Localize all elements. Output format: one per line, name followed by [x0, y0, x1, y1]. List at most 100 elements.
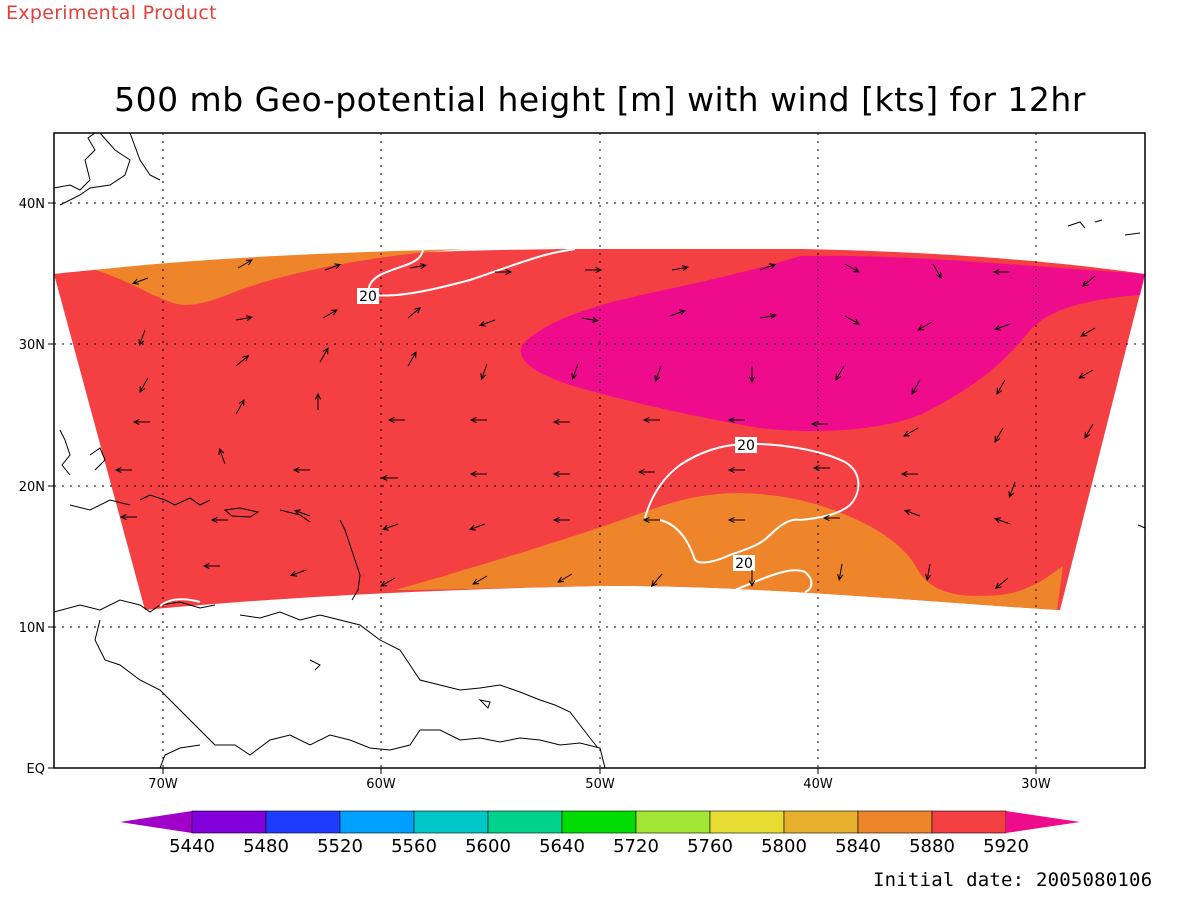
wind-arrow: [289, 569, 307, 577]
colorbar-level-label: 5840: [835, 836, 881, 857]
wind-arrow: [468, 523, 486, 531]
contour-south: [659, 518, 801, 564]
wind-arrow: [380, 474, 398, 482]
wind-arrow: [210, 516, 228, 524]
colorbar-swatch: [931, 810, 1007, 834]
wind-arrow: [387, 416, 405, 424]
wind-arrow: [650, 573, 663, 588]
lon-axis-labels: 70W 60W 50W 40W 30W: [148, 777, 1051, 792]
wind-arrow: [292, 466, 310, 474]
lat-tick-label: 40N: [19, 197, 45, 212]
wind-arrow: [844, 315, 860, 325]
wind-arrow: [812, 464, 830, 472]
wind-arrow: [810, 420, 828, 428]
lon-tick-label: 40W: [803, 777, 833, 792]
lat-tick-label: EQ: [27, 762, 45, 777]
colorbar-level-label: 5560: [391, 836, 437, 857]
grid-lines: [54, 133, 1145, 768]
wind-arrow: [993, 323, 1011, 331]
colorbar-level-label: 5640: [539, 836, 585, 857]
axis-ticks: [48, 202, 1037, 774]
wind-arrow: [822, 514, 840, 522]
colorbar-level-label: 5720: [613, 836, 659, 857]
wind-arrow: [669, 309, 687, 317]
contour-label: 20: [737, 438, 755, 454]
region-5960-high: [520, 255, 1145, 432]
wind-arrow: [1081, 275, 1096, 288]
wind-arrow: [642, 416, 660, 424]
wind-arrow: [911, 379, 921, 395]
wind-arrow: [993, 517, 1011, 525]
colorbar-swatch: [561, 810, 637, 834]
wind-arrow: [727, 416, 745, 424]
wind-arrow: [218, 447, 226, 465]
lat-tick-label: 20N: [19, 480, 45, 495]
colorbar: 5440 5480 5520 5560 5600 5640 5720 5760 5800 5840…: [120, 810, 1080, 857]
wind-arrow: [642, 516, 660, 524]
colorbar-swatch: [635, 810, 711, 834]
colorbar-level-label: 5600: [465, 836, 511, 857]
wind-arrow: [478, 319, 496, 327]
wind-arrow: [472, 575, 488, 585]
coastlines: [54, 133, 1145, 768]
wind-arrow: [748, 366, 756, 384]
colorbar-level-label: 5760: [687, 836, 733, 857]
colorbar-swatch: [709, 810, 785, 834]
wind-arrow: [235, 315, 253, 322]
lon-tick-label: 50W: [585, 777, 615, 792]
wind-arrow: [1084, 423, 1094, 439]
colorbar-swatch: [339, 810, 415, 834]
wind-arrow: [557, 573, 573, 583]
colorbar-level-label: 5440: [169, 836, 215, 857]
lon-tick-label: 30W: [1021, 777, 1051, 792]
wind-arrow: [759, 313, 777, 320]
wind-arrow: [552, 470, 570, 478]
colorbar-level-label: 5480: [243, 836, 289, 857]
wind-arrow: [132, 418, 150, 426]
colorbar-swatch: [265, 810, 341, 834]
experimental-product-label: Experimental Product: [6, 2, 217, 24]
wind-arrow: [407, 306, 422, 319]
wind-arrow: [727, 516, 745, 524]
wind-arrow: [552, 418, 570, 426]
contour-label: 20: [359, 289, 377, 305]
wind-arrow: [585, 266, 603, 274]
colorbar-level-label: 5520: [317, 836, 363, 857]
wind-arrow: [932, 263, 942, 279]
wind-arrow: [139, 377, 149, 393]
wind-arrow: [138, 329, 146, 347]
contour-north: [368, 248, 576, 297]
wind-arrow: [235, 399, 245, 415]
wind-arrow: [469, 470, 487, 478]
contour-central: [644, 442, 860, 521]
wind-speed-contours: [159, 248, 860, 607]
region-5880-south: [395, 493, 1063, 610]
lat-axis-labels: 40N 30N 20N 10N EQ: [19, 197, 45, 777]
colorbar-swatch: [413, 810, 489, 834]
wind-arrow: [1008, 481, 1016, 499]
wind-arrow: [637, 468, 655, 476]
region-5880-north: [95, 249, 470, 305]
colorbar-max-triangle: [1006, 811, 1080, 833]
wind-arrow: [202, 562, 220, 570]
wind-arrow: [114, 466, 132, 474]
colorbar-level-label: 5920: [983, 836, 1029, 857]
wind-arrow: [992, 268, 1010, 276]
lon-tick-label: 70W: [148, 777, 178, 792]
wind-arrow: [900, 470, 918, 478]
wind-arrow: [480, 363, 488, 381]
wind-arrow: [380, 577, 396, 587]
wind-arrow: [1078, 369, 1094, 379]
wind-arrow: [581, 316, 599, 323]
wind-vectors: [114, 259, 1096, 590]
colorbar-swatch: [857, 810, 933, 834]
initial-date: Initial date: 2005080106: [873, 869, 1153, 891]
lat-tick-label: 10N: [19, 621, 45, 636]
colorbar-swatch: [191, 810, 267, 834]
lat-tick-label: 30N: [19, 338, 45, 353]
wind-arrow: [469, 416, 487, 424]
colorbar-level-label: 5880: [909, 836, 955, 857]
wind-arrow: [235, 354, 250, 367]
colorbar-level-label: 5800: [761, 836, 807, 857]
